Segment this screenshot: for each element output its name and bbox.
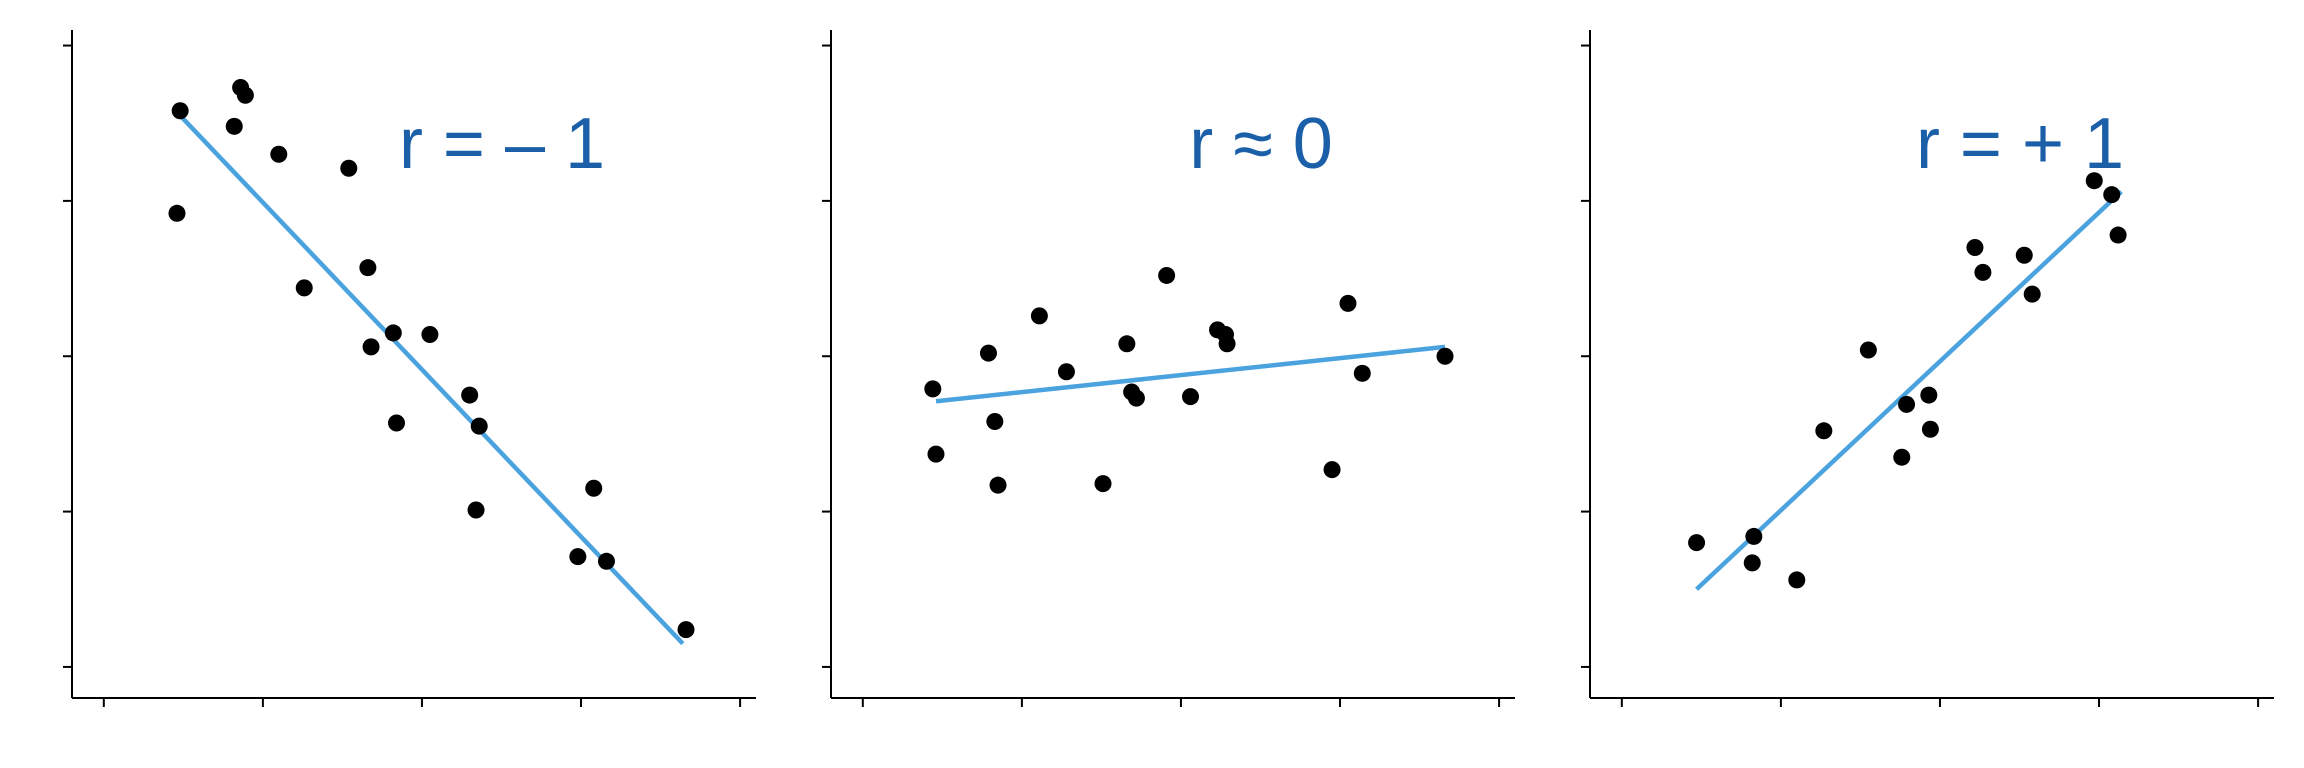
data-point bbox=[1094, 475, 1112, 493]
data-point bbox=[1158, 266, 1176, 284]
scatter-panel-1: r = – 1 bbox=[63, 30, 756, 707]
data-point bbox=[225, 117, 243, 135]
data-point bbox=[1966, 238, 1984, 256]
data-point bbox=[979, 344, 997, 362]
data-point bbox=[1859, 341, 1877, 359]
panel-title: r = – 1 bbox=[399, 104, 605, 184]
data-point bbox=[1118, 335, 1136, 353]
data-point bbox=[585, 479, 603, 497]
data-point bbox=[989, 476, 1007, 494]
data-point bbox=[1743, 554, 1761, 572]
panel-title: r = + 1 bbox=[1916, 104, 2124, 184]
data-point bbox=[168, 204, 186, 222]
data-point bbox=[2103, 186, 2121, 204]
fit-line bbox=[1695, 189, 2123, 591]
data-point bbox=[2085, 172, 2103, 190]
data-point bbox=[1339, 294, 1357, 312]
data-point bbox=[467, 501, 485, 519]
data-point bbox=[2023, 285, 2041, 303]
data-point bbox=[1898, 395, 1916, 413]
data-point bbox=[1920, 386, 1938, 404]
scatter-panel-2: r ≈ 0 bbox=[822, 30, 1515, 707]
data-point bbox=[569, 548, 587, 566]
data-point bbox=[924, 380, 942, 398]
data-point bbox=[236, 86, 254, 104]
fit-line bbox=[176, 112, 685, 646]
data-point bbox=[677, 621, 695, 639]
data-point bbox=[1788, 571, 1806, 589]
data-point bbox=[359, 259, 377, 277]
data-point bbox=[470, 417, 488, 435]
data-point bbox=[1436, 347, 1454, 365]
data-point bbox=[340, 159, 358, 177]
data-point bbox=[362, 338, 380, 356]
data-point bbox=[1353, 364, 1371, 382]
data-point bbox=[1974, 263, 1992, 281]
data-point bbox=[388, 414, 406, 432]
data-point bbox=[1815, 422, 1833, 440]
data-point bbox=[1323, 461, 1341, 479]
data-point bbox=[384, 324, 402, 342]
data-point bbox=[1745, 527, 1763, 545]
data-point bbox=[270, 145, 288, 163]
panel-title: r ≈ 0 bbox=[1189, 104, 1333, 184]
data-point bbox=[421, 325, 439, 343]
scatter-panel-3: r = + 1 bbox=[1581, 30, 2274, 707]
data-point bbox=[1921, 420, 1939, 438]
data-point bbox=[1218, 335, 1236, 353]
data-point bbox=[597, 552, 615, 570]
data-point bbox=[1057, 363, 1075, 381]
data-point bbox=[1127, 389, 1145, 407]
data-point bbox=[171, 102, 189, 120]
data-point bbox=[986, 412, 1004, 430]
data-point bbox=[1688, 534, 1706, 552]
data-point bbox=[2015, 246, 2033, 264]
data-point bbox=[2109, 226, 2127, 244]
data-point bbox=[1030, 307, 1048, 325]
data-point bbox=[1893, 448, 1911, 466]
data-point bbox=[461, 386, 479, 404]
data-point bbox=[295, 279, 313, 297]
data-point bbox=[1181, 388, 1199, 406]
data-point bbox=[927, 445, 945, 463]
fit-line bbox=[935, 344, 1446, 404]
